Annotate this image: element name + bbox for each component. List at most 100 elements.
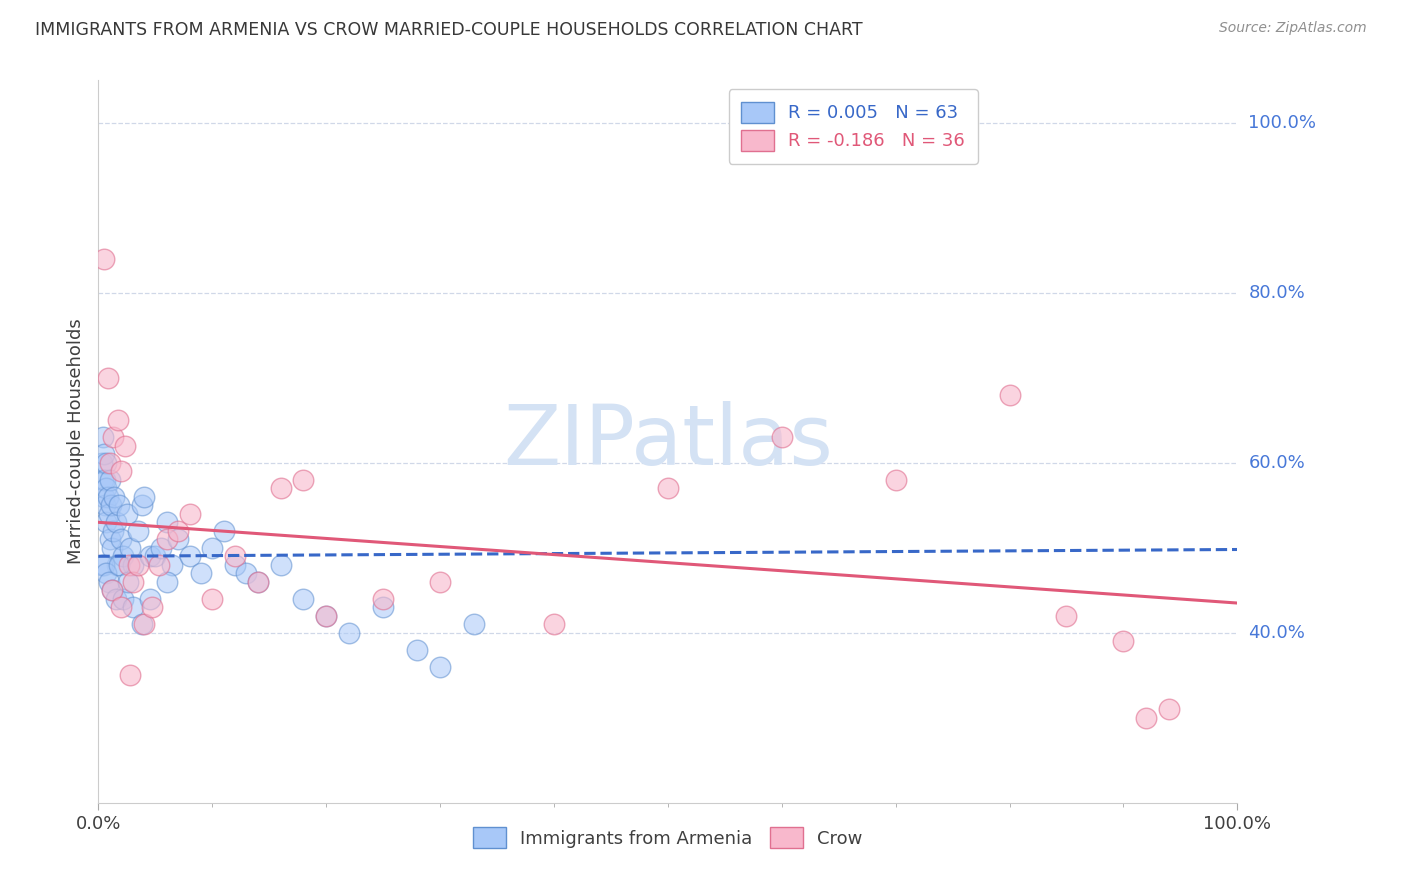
Point — [104, 591, 127, 606]
Text: 60.0%: 60.0% — [1249, 454, 1305, 472]
Text: Source: ZipAtlas.com: Source: ZipAtlas.com — [1219, 21, 1367, 36]
Point — [100, 498, 122, 512]
Point — [114, 439, 136, 453]
Point — [101, 541, 124, 555]
Point — [246, 574, 269, 589]
Point — [103, 490, 125, 504]
Point — [101, 583, 124, 598]
Text: IMMIGRANTS FROM ARMENIA VS CROW MARRIED-COUPLE HOUSEHOLDS CORRELATION CHART: IMMIGRANTS FROM ARMENIA VS CROW MARRIED-… — [35, 21, 863, 39]
Point — [292, 591, 315, 606]
Point — [127, 524, 149, 538]
Point — [657, 481, 679, 495]
Point — [97, 574, 120, 589]
Point — [112, 591, 135, 606]
Point — [150, 541, 173, 555]
Point — [201, 591, 224, 606]
Point — [93, 558, 115, 572]
Point — [141, 600, 163, 615]
Point — [93, 447, 115, 461]
Point — [224, 549, 246, 564]
Text: ZIPatlas: ZIPatlas — [503, 401, 832, 482]
Point — [1135, 711, 1157, 725]
Point — [292, 473, 315, 487]
Point — [337, 625, 360, 640]
Point — [270, 481, 292, 495]
Point — [108, 558, 131, 572]
Point — [118, 558, 141, 572]
Point — [156, 574, 179, 589]
Point — [121, 558, 143, 572]
Point — [270, 558, 292, 572]
Point — [371, 600, 394, 615]
Point — [156, 533, 179, 547]
Text: 100.0%: 100.0% — [1249, 114, 1316, 132]
Text: 40.0%: 40.0% — [1249, 624, 1305, 642]
Point — [770, 430, 793, 444]
Point — [167, 533, 190, 547]
Point — [246, 574, 269, 589]
Point — [104, 516, 127, 530]
Point — [96, 456, 118, 470]
Point — [121, 574, 143, 589]
Point — [132, 617, 155, 632]
Point — [179, 549, 201, 564]
Point — [117, 574, 139, 589]
Point — [107, 413, 129, 427]
Point — [93, 252, 115, 266]
Point — [93, 490, 115, 504]
Legend: Immigrants from Armenia, Crow: Immigrants from Armenia, Crow — [463, 816, 873, 859]
Point — [167, 524, 190, 538]
Point — [108, 498, 131, 512]
Point — [98, 533, 121, 547]
Point — [103, 524, 125, 538]
Point — [132, 490, 155, 504]
Point — [998, 388, 1021, 402]
Point — [156, 516, 179, 530]
Point — [145, 549, 167, 564]
Point — [138, 591, 160, 606]
Point — [148, 558, 170, 572]
Point — [96, 516, 118, 530]
Point — [94, 498, 117, 512]
Point — [94, 473, 117, 487]
Point — [1157, 702, 1180, 716]
Point — [120, 668, 142, 682]
Y-axis label: Married-couple Households: Married-couple Households — [66, 318, 84, 565]
Text: 80.0%: 80.0% — [1249, 284, 1305, 301]
Point — [96, 481, 118, 495]
Point — [212, 524, 235, 538]
Point — [120, 541, 142, 555]
Point — [315, 608, 337, 623]
Point — [91, 473, 114, 487]
Point — [112, 549, 135, 564]
Point — [1054, 608, 1078, 623]
Point — [138, 549, 160, 564]
Point — [98, 456, 121, 470]
Point — [90, 558, 112, 572]
Point — [224, 558, 246, 572]
Point — [96, 490, 118, 504]
Point — [543, 617, 565, 632]
Point — [91, 430, 114, 444]
Point — [463, 617, 485, 632]
Point — [371, 591, 394, 606]
Point — [201, 541, 224, 555]
Point — [90, 456, 112, 470]
Point — [98, 473, 121, 487]
Point — [190, 566, 212, 581]
Point — [315, 608, 337, 623]
Point — [96, 371, 118, 385]
Point — [127, 558, 149, 572]
Point — [131, 617, 153, 632]
Point — [406, 642, 429, 657]
Point — [103, 430, 125, 444]
Point — [110, 464, 132, 478]
Point — [121, 600, 143, 615]
Point — [96, 566, 118, 581]
Point — [110, 533, 132, 547]
Point — [1112, 634, 1135, 648]
Point — [101, 583, 124, 598]
Point — [429, 574, 451, 589]
Point — [110, 600, 132, 615]
Point — [131, 498, 153, 512]
